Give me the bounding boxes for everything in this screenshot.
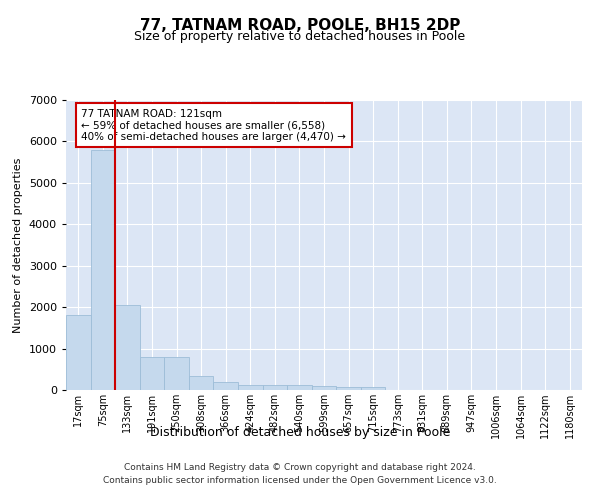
Bar [66, 316, 91, 390]
Bar [140, 357, 164, 390]
Bar [115, 305, 140, 390]
Bar [164, 357, 189, 390]
Bar [238, 384, 263, 390]
Text: 77 TATNAM ROAD: 121sqm
← 59% of detached houses are smaller (6,558)
40% of semi-: 77 TATNAM ROAD: 121sqm ← 59% of detached… [82, 108, 346, 142]
Bar [287, 386, 312, 390]
Text: Size of property relative to detached houses in Poole: Size of property relative to detached ho… [134, 30, 466, 43]
Y-axis label: Number of detached properties: Number of detached properties [13, 158, 23, 332]
Bar [336, 386, 361, 390]
Text: Distribution of detached houses by size in Poole: Distribution of detached houses by size … [150, 426, 450, 439]
Bar [91, 150, 115, 390]
Bar [189, 376, 214, 390]
Bar [214, 382, 238, 390]
Text: 77, TATNAM ROAD, POOLE, BH15 2DP: 77, TATNAM ROAD, POOLE, BH15 2DP [140, 18, 460, 32]
Bar [312, 386, 336, 390]
Bar [361, 386, 385, 390]
Text: Contains public sector information licensed under the Open Government Licence v3: Contains public sector information licen… [103, 476, 497, 485]
Text: Contains HM Land Registry data © Crown copyright and database right 2024.: Contains HM Land Registry data © Crown c… [124, 464, 476, 472]
Bar [263, 385, 287, 390]
